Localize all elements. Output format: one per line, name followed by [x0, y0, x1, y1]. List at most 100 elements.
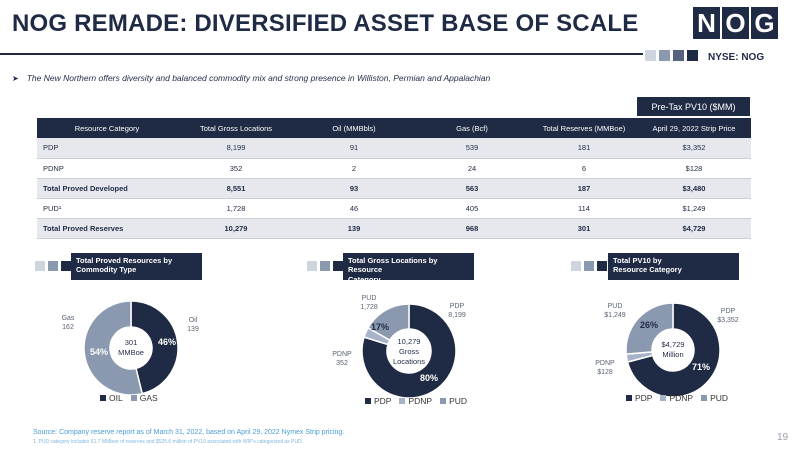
- chart3-value-pud: $1,249: [604, 312, 626, 319]
- donut-slice-pdp: [626, 302, 721, 398]
- table-cell: 6: [531, 158, 637, 179]
- col-gross-locations: Total Gross Locations: [177, 118, 295, 138]
- table-cell: 24: [413, 158, 531, 179]
- chart1-label-gas: Gas: [62, 315, 75, 322]
- chart2-label-pud: PUD: [362, 295, 377, 302]
- legend-swatch: [440, 398, 447, 404]
- header-rule: [0, 53, 643, 55]
- header-square-pale: [645, 50, 656, 61]
- chart3-legend: PDP PDNP PUD: [626, 393, 728, 403]
- legend-swatch: [399, 398, 406, 404]
- chart1-label-oil: Oil: [189, 317, 198, 324]
- chart3-title: Total PV10 by Resource Category: [608, 253, 739, 280]
- chart1-value-oil: 139: [187, 326, 199, 333]
- chart3-value-pdnp: $128: [597, 369, 613, 376]
- chart2-label-pdp: PDP: [450, 303, 465, 310]
- col-oil: Oil (MMBbls): [295, 118, 413, 138]
- chart3-value-pdp: $3,352: [717, 317, 739, 324]
- section-square: [571, 261, 581, 271]
- legend-label: OIL: [109, 393, 123, 403]
- chart1-title: Total Proved Resources by Commodity Type: [71, 253, 202, 280]
- table-cell: 968: [413, 218, 531, 239]
- reserves-table: Resource Category Total Gross Locations …: [37, 118, 751, 239]
- table-row: PDP 8,199 91 539 181 $3,352: [37, 138, 751, 159]
- table-cell: PDNP: [37, 158, 177, 179]
- table-cell: 8,551: [177, 178, 295, 199]
- chart2-value-pdnp: 352: [336, 360, 348, 367]
- chart3-donut: [625, 302, 721, 398]
- legend-label: PUD: [449, 396, 468, 406]
- logo-letter-n: N: [693, 7, 720, 39]
- table-cell: Total Proved Reserves: [37, 218, 177, 239]
- table-cell: $3,352: [637, 138, 751, 159]
- table-cell: $128: [637, 158, 751, 179]
- donut-slice-pud: [367, 303, 410, 342]
- table-cell: $1,249: [637, 198, 751, 219]
- chart3-center-line1: $4,729: [662, 340, 685, 349]
- chart1-center-line1: 301: [125, 338, 138, 347]
- legend-label: PDP: [635, 393, 653, 403]
- chart1-title-line1: Total Proved Resources by: [76, 256, 173, 265]
- table-header-row: Resource Category Total Gross Locations …: [37, 118, 751, 138]
- legend-label: PDNP: [669, 393, 694, 403]
- legend-swatch: [100, 395, 106, 401]
- table-cell: 539: [413, 138, 531, 159]
- section-square: [48, 261, 58, 271]
- donut-slice-oil: [130, 300, 179, 395]
- legend-swatch: [365, 398, 371, 404]
- legend-item-pdnp: PDNP: [660, 393, 693, 403]
- col-total-reserves: Total Reserves (MMBoe): [531, 118, 637, 138]
- chart2-center-line3: Locations: [393, 357, 425, 366]
- chart2-center-line1: 10,279: [398, 337, 421, 346]
- header-square-light: [659, 50, 670, 61]
- table-cell: 91: [295, 138, 413, 159]
- table-cell: 181: [531, 138, 637, 159]
- logo-letter-o: O: [722, 7, 749, 39]
- source-note: Source: Company reserve report as of Mar…: [33, 429, 345, 436]
- legend-label: PDP: [374, 396, 392, 406]
- chart2-label-pdnp: PDNP: [332, 351, 352, 358]
- donut-slice-pdp: [361, 303, 457, 399]
- section-square: [584, 261, 594, 271]
- legend-item-pud: PUD: [440, 396, 467, 406]
- section-square: [61, 261, 71, 271]
- legend-swatch: [701, 395, 708, 401]
- chart2-title: Total Gross Locations by Resource Catego…: [343, 253, 474, 284]
- section-square: [35, 261, 45, 271]
- chart3-title-line2: Resource Category: [613, 265, 682, 275]
- table-cell: 93: [295, 178, 413, 199]
- pv10-header: Pre-Tax PV10 ($MM): [637, 97, 750, 116]
- legend-swatch: [130, 395, 137, 401]
- table-cell: 352: [177, 158, 295, 179]
- page-number: 19: [777, 432, 789, 443]
- table-cell: 10,279: [177, 218, 295, 239]
- footnote: 1. PUD category includes 61.7 MMboe of r…: [33, 439, 303, 445]
- chart2-pct-pdp: 80%: [420, 373, 438, 383]
- table-cell: 301: [531, 218, 637, 239]
- legend-label: GAS: [139, 393, 158, 403]
- legend-item-pdnp: PDNP: [399, 396, 432, 406]
- intro-text: The New Northern offers diversity and ba…: [26, 73, 491, 83]
- chart3-pct-pdp: 71%: [692, 362, 710, 372]
- table-row: Total Proved Developed 8,551 93 563 187 …: [37, 178, 751, 199]
- table-cell: PUD¹: [37, 198, 177, 219]
- arrow-bullet-icon: ➤: [12, 73, 19, 83]
- chart1-value-gas: 162: [62, 324, 74, 331]
- chart2-donut: [361, 303, 457, 399]
- nog-logo: N O G: [693, 7, 778, 39]
- chart2-value-pud: 1,728: [360, 304, 378, 311]
- table-cell: 2: [295, 158, 413, 179]
- table-cell: $4,729: [637, 218, 751, 239]
- chart1-pct-oil: 46%: [158, 337, 176, 347]
- chart3-title-line1: Total PV10 by: [613, 256, 662, 265]
- legend-item-gas: GAS: [130, 393, 158, 403]
- table-cell: 187: [531, 178, 637, 199]
- chart1-donut: [83, 300, 179, 396]
- chart3-label-pud: PUD: [608, 303, 623, 310]
- col-strip-price: April 29, 2022 Strip Price: [637, 118, 751, 138]
- table-cell: $3,480: [637, 178, 751, 199]
- table-cell: Total Proved Developed: [37, 178, 177, 199]
- chart1-title-line2: Commodity Type: [76, 265, 137, 275]
- ticker-label: NYSE: NOG: [708, 52, 765, 63]
